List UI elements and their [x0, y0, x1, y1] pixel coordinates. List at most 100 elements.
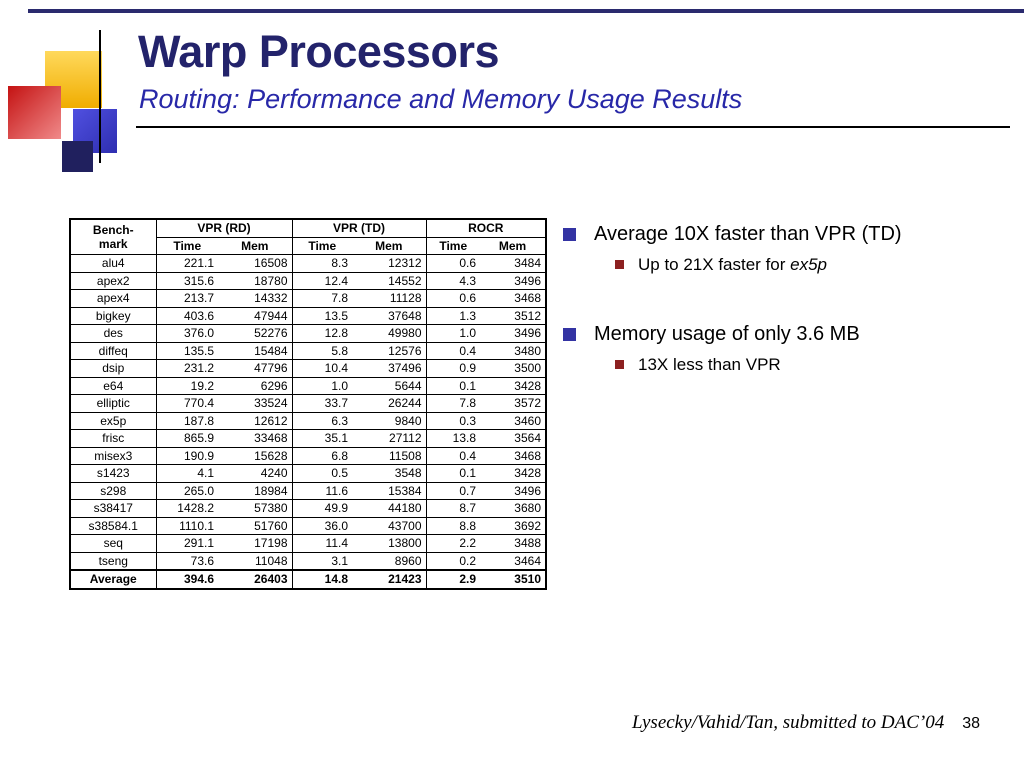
- value-cell: 8.8: [425, 517, 480, 535]
- value-cell: 3548: [352, 464, 426, 483]
- value-cell: 1.0: [291, 377, 352, 395]
- value-cell: 26403: [218, 569, 292, 589]
- value-cell: 190.9: [155, 447, 218, 465]
- benchmark-name-cell: s38584.1: [70, 517, 156, 535]
- value-cell: 17198: [218, 534, 292, 553]
- value-cell: 21423: [352, 569, 426, 589]
- table-row: s38417 1428.2 57380 49.9 44180 8.7 3680: [70, 499, 546, 518]
- sub-bullet-emphasis-text: ex5p: [790, 255, 828, 274]
- value-cell: 4.1: [155, 464, 218, 483]
- value-cell: 18780: [218, 272, 292, 290]
- value-cell: 16508: [218, 254, 292, 273]
- value-cell: 187.8: [155, 412, 218, 430]
- results-table-body: alu4 221.1 16508 8.3 12312 0.6 3484 apex2 315.6 1…: [70, 254, 546, 589]
- table-row: apex2 315.6 18780 12.4 14552 4.3 3496: [70, 272, 546, 290]
- benchmark-name-cell: s38417: [70, 499, 156, 518]
- bullet-item: Memory usage of only 3.6 MB: [563, 322, 1015, 346]
- value-cell: 33468: [218, 429, 292, 448]
- value-cell: 13.8: [425, 429, 480, 448]
- benchmark-name-cell: bigkey: [70, 307, 156, 325]
- value-cell: 376.0: [155, 324, 218, 343]
- value-cell: 3488: [480, 534, 546, 553]
- value-cell: 0.7: [425, 482, 480, 500]
- col-subheader-mem: Mem: [480, 237, 546, 255]
- value-cell: 315.6: [155, 272, 218, 290]
- value-cell: 8.3: [291, 254, 352, 273]
- col-header-benchmark: Bench- mark: [70, 219, 156, 255]
- value-cell: 0.6: [425, 254, 480, 273]
- value-cell: 3484: [480, 254, 546, 273]
- value-cell: 3428: [480, 377, 546, 395]
- table-row: elliptic 770.4 33524 33.7 26244 7.8 3572: [70, 394, 546, 413]
- table-subheader-row: Time Mem Time Mem Time Mem: [70, 237, 546, 255]
- value-cell: 291.1: [155, 534, 218, 553]
- value-cell: 3480: [480, 342, 546, 360]
- decor-horizontal-line: [136, 126, 1010, 128]
- sub-bullet-text: Up to 21X faster for ex5p: [638, 254, 827, 276]
- benchmark-name-cell: frisc: [70, 429, 156, 448]
- value-cell: 3692: [480, 517, 546, 535]
- value-cell: 3512: [480, 307, 546, 325]
- value-cell: 44180: [352, 499, 426, 518]
- col-subheader-time: Time: [291, 237, 352, 255]
- value-cell: 2.9: [425, 569, 480, 589]
- col-group-vpr-rd: VPR (RD): [155, 219, 292, 238]
- table-row: bigkey 403.6 47944 13.5 37648 1.3 3512: [70, 307, 546, 325]
- value-cell: 1.3: [425, 307, 480, 325]
- value-cell: 47796: [218, 359, 292, 378]
- value-cell: 47944: [218, 307, 292, 325]
- value-cell: 3468: [480, 447, 546, 465]
- value-cell: 0.9: [425, 359, 480, 378]
- sub-bullet-item: 13X less than VPR: [615, 354, 1015, 376]
- value-cell: 14552: [352, 272, 426, 290]
- value-cell: 12312: [352, 254, 426, 273]
- value-cell: 10.4: [291, 359, 352, 378]
- sub-bullet-square-icon: [615, 260, 624, 269]
- value-cell: 5.8: [291, 342, 352, 360]
- value-cell: 37648: [352, 307, 426, 325]
- decor-red-square: [8, 86, 61, 139]
- value-cell: 11128: [352, 289, 426, 308]
- benchmark-name-cell: s298: [70, 482, 156, 500]
- value-cell: 865.9: [155, 429, 218, 448]
- bullet-square-icon: [563, 328, 576, 341]
- benchmark-name-cell: seq: [70, 534, 156, 553]
- benchmark-name-cell: tseng: [70, 552, 156, 571]
- value-cell: 33524: [218, 394, 292, 413]
- benchmark-name-cell: ex5p: [70, 412, 156, 430]
- table-row: s38584.1 1110.1 51760 36.0 43700 8.8 3692: [70, 517, 546, 535]
- slide-title: Warp Processors: [138, 26, 499, 77]
- value-cell: 15628: [218, 447, 292, 465]
- value-cell: 13.5: [291, 307, 352, 325]
- value-cell: 11.6: [291, 482, 352, 500]
- value-cell: 1428.2: [155, 499, 218, 518]
- table-row: s1423 4.1 4240 0.5 3548 0.1 3428: [70, 464, 546, 483]
- bullet-text: Average 10X faster than VPR (TD): [594, 223, 902, 245]
- value-cell: 3464: [480, 552, 546, 571]
- benchmark-name-cell: elliptic: [70, 394, 156, 413]
- value-cell: 3496: [480, 324, 546, 343]
- value-cell: 0.3: [425, 412, 480, 430]
- benchmark-name-cell: misex3: [70, 447, 156, 465]
- table-row: des 376.0 52276 12.8 49980 1.0 3496: [70, 324, 546, 343]
- table-row: e64 19.2 6296 1.0 5644 0.1 3428: [70, 377, 546, 395]
- bullet-text: Memory usage of only 3.6 MB: [594, 323, 860, 345]
- value-cell: 12.8: [291, 324, 352, 343]
- value-cell: 3564: [480, 429, 546, 448]
- table-row: apex4 213.7 14332 7.8 11128 0.6 3468: [70, 289, 546, 308]
- slide-subtitle: Routing: Performance and Memory Usage Re…: [139, 84, 743, 114]
- value-cell: 11048: [218, 552, 292, 571]
- table-row: tseng 73.6 11048 3.1 8960 0.2 3464: [70, 552, 546, 571]
- table-row: seq 291.1 17198 11.4 13800 2.2 3488: [70, 534, 546, 553]
- benchmark-name-cell: alu4: [70, 254, 156, 273]
- value-cell: 0.4: [425, 447, 480, 465]
- value-cell: 27112: [352, 429, 426, 448]
- page-number: 38: [962, 715, 980, 732]
- sub-bullet-plain-text: 13X less than VPR: [638, 355, 781, 374]
- value-cell: 2.2: [425, 534, 480, 553]
- value-cell: 33.7: [291, 394, 352, 413]
- table-group-header-row: Bench- mark VPR (RD) VPR (TD) ROCR: [70, 219, 546, 255]
- value-cell: 0.2: [425, 552, 480, 571]
- benchmark-name-cell: dsip: [70, 359, 156, 378]
- value-cell: 15384: [352, 482, 426, 500]
